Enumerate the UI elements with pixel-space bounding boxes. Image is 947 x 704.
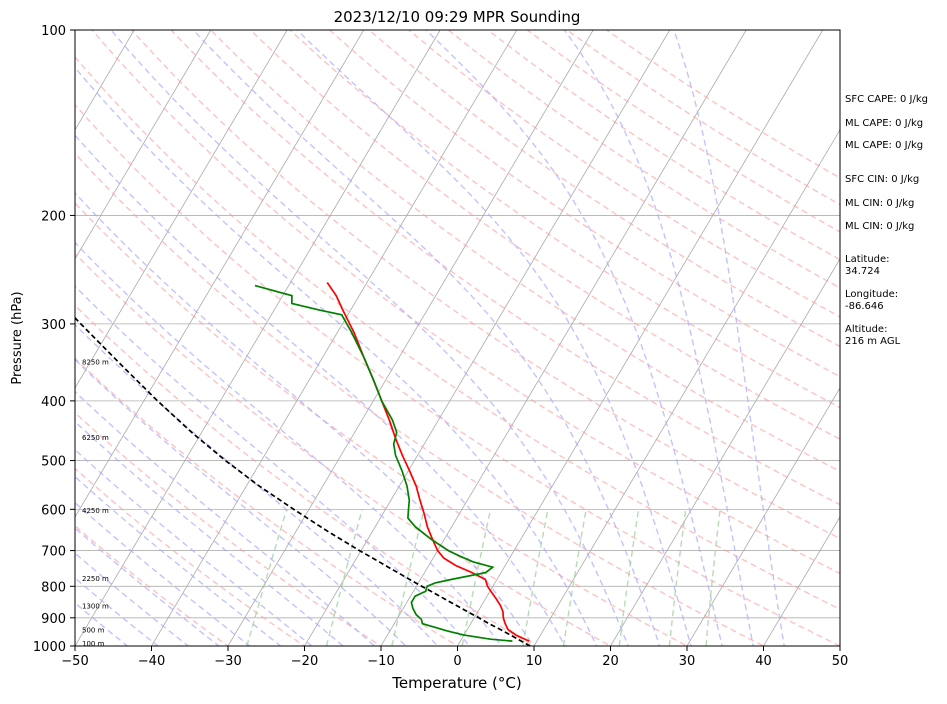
- chart-title: 2023/12/10 09:29 MPR Sounding: [334, 8, 581, 26]
- dry-adiabats: [0, 30, 947, 659]
- x-tick-label: −50: [61, 654, 88, 669]
- stats-panel: SFC CAPE: 0 J/kg ML CAPE: 0 J/kg ML CAPE…: [845, 94, 928, 347]
- height-label: 8250 m: [82, 358, 109, 366]
- stat-sfc-cape: SFC CAPE: 0 J/kg: [845, 94, 928, 105]
- dry-adiabat: [0, 30, 479, 659]
- altitude-value: 216 m AGL: [845, 336, 901, 347]
- y-tick-label: 200: [41, 209, 66, 224]
- temperature-profile: [327, 283, 529, 642]
- moist-adiabat: [426, 30, 725, 659]
- y-tick-label: 1000: [33, 640, 66, 655]
- x-tick-label: 50: [832, 654, 849, 669]
- isotherm-line: [458, 30, 823, 646]
- x-tick-label: 0: [453, 654, 461, 669]
- y-tick-label: 300: [41, 318, 66, 333]
- x-tick-label: 40: [755, 654, 772, 669]
- height-label: 4250 m: [82, 507, 109, 515]
- x-tick-label: 30: [679, 654, 696, 669]
- dry-adiabat: [52, 30, 944, 659]
- plot-frame: [75, 30, 840, 646]
- x-tick-label: −10: [367, 654, 394, 669]
- dry-adiabat: [171, 30, 947, 659]
- mixing-ratio-line: [327, 509, 363, 646]
- moist-adiabat: [297, 30, 695, 659]
- moist-adiabat: [0, 30, 511, 659]
- moist-adiabat: [0, 30, 205, 659]
- y-tick-label: 800: [41, 580, 66, 595]
- height-label: 1300 m: [82, 603, 109, 611]
- y-tick-label: 900: [41, 612, 66, 627]
- y-tick-label: 100: [41, 24, 66, 39]
- height-label: 100 m: [82, 640, 105, 648]
- isotherm-line: [228, 30, 593, 646]
- x-tick-label: 10: [526, 654, 543, 669]
- moist-adiabat: [0, 30, 266, 659]
- stat-ml-cin-2: ML CIN: 0 J/kg: [845, 221, 914, 232]
- x-tick-label: 20: [602, 654, 619, 669]
- height-label: 500 m: [82, 626, 105, 634]
- dry-adiabat: [0, 30, 712, 659]
- stat-ml-cin: ML CIN: 0 J/kg: [845, 198, 914, 209]
- latitude-label: Latitude:: [845, 254, 890, 265]
- altitude-label: Altitude:: [845, 324, 887, 335]
- longitude-label: Longitude:: [845, 289, 898, 300]
- moist-adiabat: [0, 30, 236, 659]
- y-axis-label: Pressure (hPa): [10, 291, 25, 384]
- longitude-value: -86.646: [845, 301, 884, 312]
- stat-ml-cape-2: ML CAPE: 0 J/kg: [845, 140, 923, 151]
- grid-lines: [0, 30, 947, 646]
- dry-adiabat: [0, 30, 324, 659]
- moist-adiabat: [45, 30, 603, 659]
- y-tick-label: 500: [41, 455, 66, 470]
- latitude-value: 34.724: [845, 266, 880, 277]
- y-axis-ticks: 100 200 300 400 500 600 700 800 900 1000: [33, 24, 75, 655]
- y-tick-label: 600: [41, 503, 66, 518]
- height-labels: 100 m 500 m 1300 m 2250 m 4250 m 6250 m 8250 m: [82, 358, 109, 647]
- y-tick-label: 700: [41, 545, 66, 560]
- isotherm-line: [381, 30, 746, 646]
- dry-adiabat: [0, 30, 402, 659]
- dry-adiabat: [250, 30, 947, 659]
- y-tick-label: 400: [41, 395, 66, 410]
- dry-adiabat: [13, 30, 867, 659]
- dry-adiabat: [92, 30, 947, 659]
- moist-adiabat: [674, 30, 787, 659]
- stat-sfc-cin: SFC CIN: 0 J/kg: [845, 174, 919, 185]
- x-tick-label: −20: [291, 654, 318, 669]
- moist-adiabat: [111, 30, 633, 659]
- height-label: 2250 m: [82, 575, 109, 583]
- stat-ml-cape: ML CAPE: 0 J/kg: [845, 118, 923, 129]
- x-axis-ticks: −50 −40 −30 −20 −10 0 10 20 30 40 50: [61, 646, 848, 669]
- x-axis-label: Temperature (°C): [391, 674, 521, 692]
- moist-adiabat: [0, 30, 480, 659]
- isotherm-line: [152, 30, 517, 646]
- x-tick-label: −40: [138, 654, 165, 669]
- x-tick-label: −30: [214, 654, 241, 669]
- sounding-profiles: [46, 283, 531, 647]
- height-label: 6250 m: [82, 434, 109, 442]
